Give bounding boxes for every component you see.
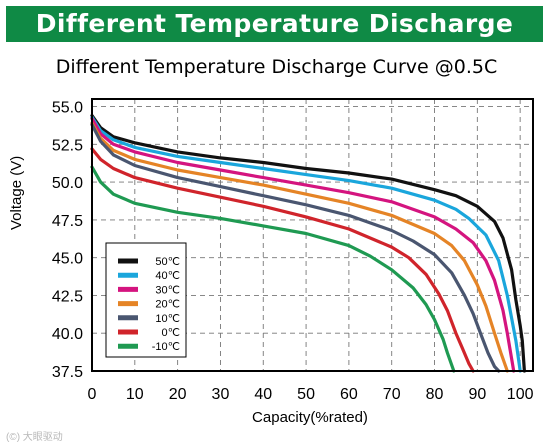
y-tick-label: 47.5 — [52, 213, 83, 230]
legend: 50℃ 40℃ 30℃ 20℃ 10℃ 0℃ -10℃ — [105, 242, 187, 358]
x-tick-label: 80 — [426, 386, 444, 403]
legend-label: 50℃ — [155, 256, 180, 268]
series-line — [90, 116, 516, 373]
x-axis-label: Capacity(%rated) — [252, 409, 368, 426]
series-line — [90, 123, 501, 373]
y-tick-label: 55.0 — [52, 100, 83, 117]
x-tick-label: 30 — [212, 386, 230, 403]
y-tick-label: 45.0 — [52, 251, 83, 268]
x-tick-label: 0 — [88, 386, 97, 403]
x-tick-label: 40 — [254, 386, 272, 403]
legend-label: 20℃ — [155, 299, 180, 311]
series-line — [90, 113, 527, 373]
series-line — [90, 115, 522, 373]
plot-frame — [91, 98, 534, 372]
legend-label: 0℃ — [162, 327, 180, 339]
y-tick-labels: 37.5 40.0 42.5 45.0 47.5 50.0 52.5 55.0 — [52, 100, 83, 381]
y-tick-label: 37.5 — [52, 364, 83, 381]
x-tick-label: 60 — [340, 386, 358, 403]
y-axis-label: Voltage (V) — [8, 155, 25, 230]
legend-label: 30℃ — [155, 284, 180, 296]
y-tick-label: 40.0 — [52, 326, 83, 343]
y-tick-label: 52.5 — [52, 137, 83, 154]
series-line — [90, 121, 509, 373]
x-tick-label: 90 — [468, 386, 486, 403]
series-lines — [90, 113, 527, 373]
y-tick-label: 50.0 — [52, 175, 83, 192]
legend-label: 10℃ — [155, 313, 180, 325]
x-tick-label: 50 — [297, 386, 315, 403]
watermark: (©) 大眼驱动 — [6, 432, 63, 443]
legend-label: -10℃ — [152, 341, 180, 353]
x-tick-labels: 0 10 20 30 40 50 60 70 80 90 100 — [88, 386, 534, 403]
x-tick-label: 100 — [507, 386, 534, 403]
y-tick-label: 42.5 — [52, 288, 83, 305]
legend-label: 40℃ — [155, 270, 180, 282]
banner-title: Different Temperature Discharge Curve — [6, 6, 543, 74]
x-tick-label: 20 — [169, 386, 187, 403]
series-line — [90, 165, 456, 373]
chart-title: Different Temperature Discharge Curve @0… — [55, 56, 498, 78]
series-line — [90, 147, 475, 373]
x-tick-label: 10 — [126, 386, 144, 403]
x-tick-label: 70 — [383, 386, 401, 403]
